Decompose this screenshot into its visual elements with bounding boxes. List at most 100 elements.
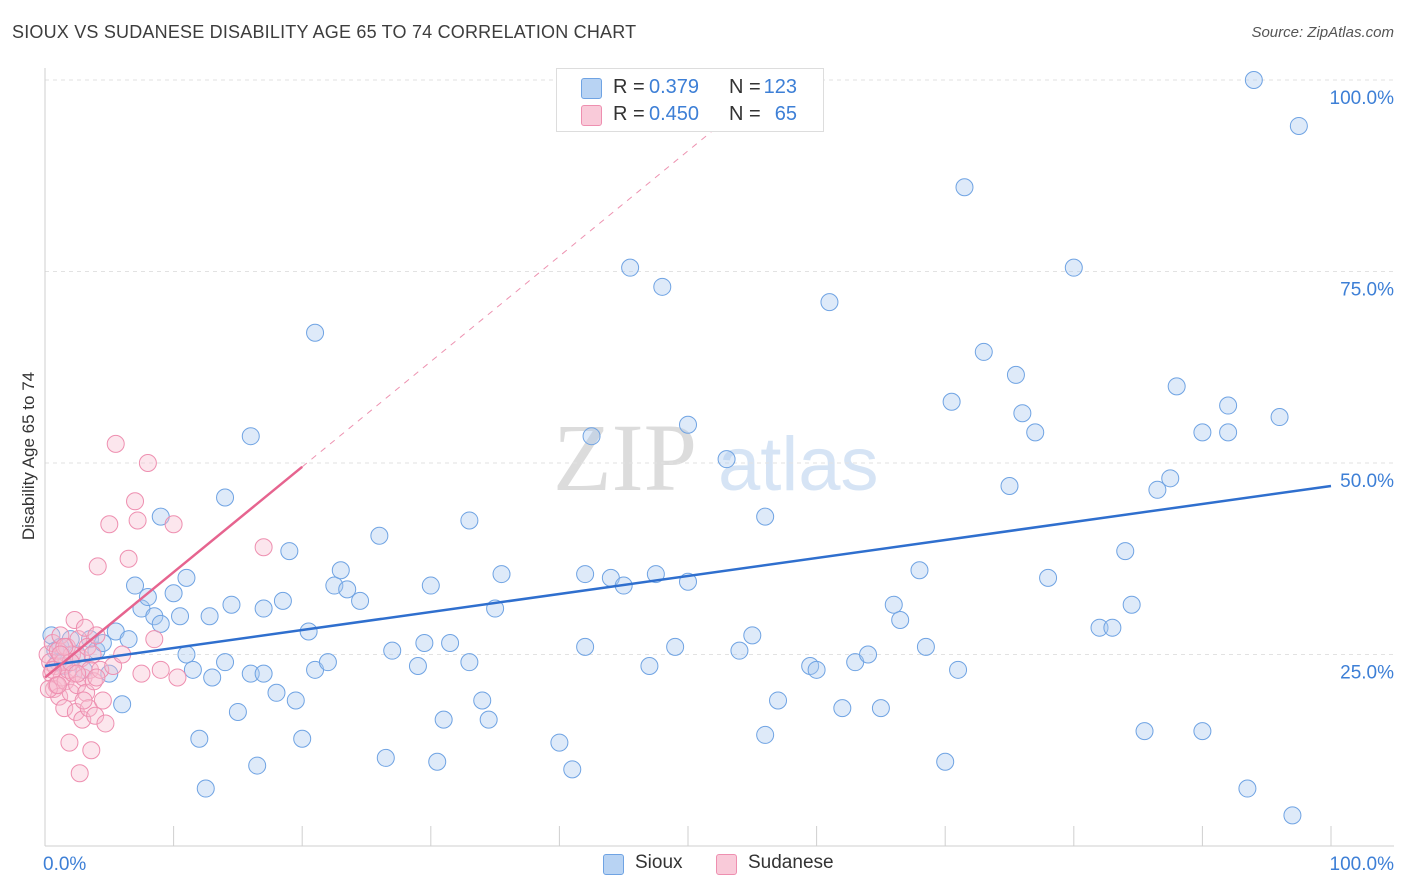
legend-n-label: N = (729, 103, 761, 125)
sioux-point (756, 725, 775, 744)
source-label: Source: ZipAtlas.com (1251, 24, 1394, 41)
sioux-point (1064, 258, 1083, 277)
sudanese-point (55, 699, 74, 718)
sioux-point (1283, 806, 1302, 825)
sioux-point (113, 695, 132, 714)
sioux-point (640, 656, 659, 675)
sudanese-legend-label: Sudanese (748, 852, 834, 873)
sudanese-point (70, 764, 89, 783)
sudanese-point (96, 714, 115, 733)
y-tick-labels: 25.0% 50.0% 75.0% 100.0% (1330, 88, 1395, 684)
sioux-point (1006, 365, 1025, 384)
sioux-point (254, 599, 273, 618)
sudanese-point (145, 630, 164, 649)
sioux-point (203, 668, 222, 687)
sioux-point (563, 760, 582, 779)
sioux-point (273, 591, 292, 610)
y-tick-label: 50.0% (1340, 471, 1394, 492)
sioux-point (241, 664, 260, 683)
sudanese-point (69, 630, 88, 649)
sioux-point (1244, 71, 1263, 89)
sioux-point (550, 733, 569, 752)
sioux-point (434, 710, 453, 729)
sioux-point (1039, 568, 1058, 587)
sioux-point (119, 630, 138, 649)
sudanese-point (82, 741, 101, 760)
sioux-point (1090, 618, 1109, 637)
sioux-point (743, 626, 762, 645)
y-tick-label: 25.0% (1340, 663, 1394, 684)
sioux-point (351, 591, 370, 610)
sioux-point (756, 507, 775, 526)
sioux-point (1013, 404, 1032, 423)
sioux-point (473, 691, 492, 710)
sioux-point (280, 542, 299, 561)
sioux-point (1219, 396, 1238, 415)
sioux-point (196, 779, 215, 798)
sioux-point (222, 595, 241, 614)
sioux-point (216, 488, 235, 507)
sioux-point (138, 588, 157, 607)
sioux-point (370, 526, 389, 545)
sudanese-trend-line (44, 465, 303, 679)
sioux-point (884, 595, 903, 614)
sioux-point (177, 568, 196, 587)
sioux-point (955, 178, 974, 197)
sioux-point (807, 660, 826, 679)
sioux-point (820, 293, 839, 312)
sudanese-point (60, 733, 79, 752)
watermark: ZIP atlas (553, 404, 879, 511)
sioux-point (1238, 779, 1257, 798)
sudanese-point (65, 611, 84, 630)
sioux-point (441, 634, 460, 653)
sioux-point (717, 450, 736, 469)
sioux-point (1289, 116, 1308, 135)
sioux-point (216, 653, 235, 672)
sioux-point (646, 565, 665, 584)
sioux-point (383, 641, 402, 660)
sioux-point (1116, 542, 1135, 561)
sioux-point (891, 611, 910, 630)
sudanese-point (100, 515, 119, 534)
legend-swatch-sudanese (581, 105, 602, 126)
sudanese-point (168, 668, 187, 687)
sioux-point (1135, 722, 1154, 741)
legend-n-label: N = (729, 76, 761, 98)
sioux-point (408, 656, 427, 675)
trend-lines (44, 129, 1332, 679)
sioux-point (338, 580, 357, 599)
sioux-point (666, 637, 685, 656)
gridlines (45, 79, 1394, 655)
sioux-point (1167, 377, 1186, 396)
sioux-point (1193, 722, 1212, 741)
sioux-point (428, 752, 447, 771)
legend-n-value: 123 (763, 76, 797, 98)
sioux-point (576, 637, 595, 656)
sudanese-point (151, 660, 170, 679)
sioux-point (200, 607, 219, 626)
y-tick-label: 100.0% (1330, 88, 1395, 109)
sudanese-point (126, 492, 145, 511)
sudanese-point (128, 511, 147, 530)
sudanese-point (64, 664, 83, 683)
sioux-point (576, 565, 595, 584)
sioux-point (1270, 408, 1289, 427)
sioux-point (1148, 480, 1167, 499)
legend-row-sudanese: R = 0.450 N = 65 (557, 102, 823, 128)
sudanese-point (119, 549, 138, 568)
sioux-point (171, 607, 190, 626)
sioux-point (241, 427, 260, 446)
x-tick-label: 100.0% (1330, 854, 1395, 875)
sioux-point (126, 576, 145, 595)
sioux-point (833, 699, 852, 718)
sudanese-point (254, 538, 273, 557)
sioux-point (1193, 423, 1212, 442)
sioux-point (1103, 618, 1122, 637)
x-tick-labels: 0.0% 100.0% (43, 854, 1394, 875)
sioux-point (286, 691, 305, 710)
sioux-point (299, 622, 318, 641)
sioux-point (460, 511, 479, 530)
sudanese-point (93, 691, 112, 710)
sudanese-point (138, 454, 157, 472)
sioux-point (871, 699, 890, 718)
